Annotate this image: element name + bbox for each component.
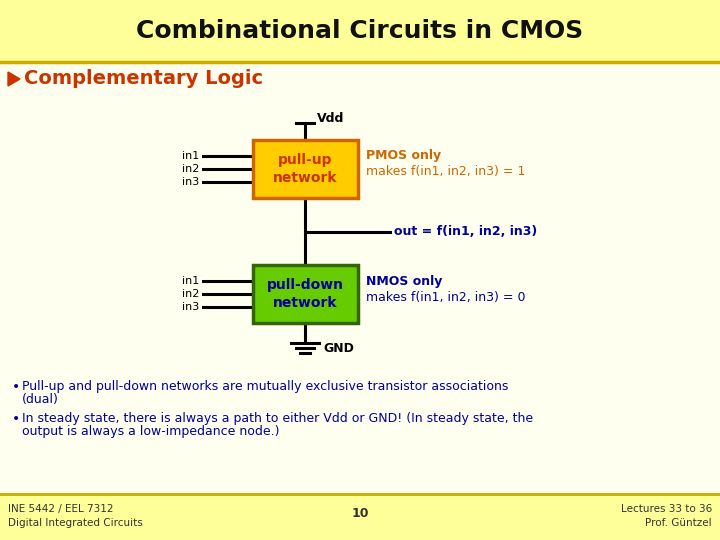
Text: in2: in2 (182, 289, 199, 299)
Text: PMOS only: PMOS only (366, 150, 441, 163)
Polygon shape (8, 72, 20, 86)
Text: In steady state, there is always a path to either Vdd or GND! (In steady state, : In steady state, there is always a path … (22, 412, 533, 425)
Text: pull-up
network: pull-up network (273, 153, 337, 185)
Text: Combinational Circuits in CMOS: Combinational Circuits in CMOS (136, 19, 584, 43)
Text: •: • (12, 380, 20, 394)
Text: Prof. Güntzel: Prof. Güntzel (645, 518, 712, 528)
Text: Complementary Logic: Complementary Logic (24, 70, 263, 89)
Bar (253, 140, 358, 198)
Text: makes f(in1, in2, in3) = 1: makes f(in1, in2, in3) = 1 (366, 165, 525, 179)
Text: NMOS only: NMOS only (366, 274, 442, 287)
Bar (253, 265, 358, 323)
Bar (0, 0, 720, 62)
Text: makes f(in1, in2, in3) = 0: makes f(in1, in2, in3) = 0 (366, 291, 525, 303)
Text: pull-down
network: pull-down network (266, 278, 343, 310)
Text: in3: in3 (182, 302, 199, 312)
Text: out = f(in1, in2, in3): out = f(in1, in2, in3) (394, 225, 537, 238)
Bar (0, 494, 720, 540)
Text: 10: 10 (351, 507, 369, 520)
Text: INE 5442 / EEL 7312: INE 5442 / EEL 7312 (8, 504, 114, 514)
Text: GND: GND (323, 341, 354, 354)
Text: in1: in1 (182, 276, 199, 286)
Text: Vdd: Vdd (317, 112, 344, 125)
Text: Lectures 33 to 36: Lectures 33 to 36 (621, 504, 712, 514)
Text: in1: in1 (182, 151, 199, 161)
Text: (dual): (dual) (22, 393, 59, 406)
Text: Digital Integrated Circuits: Digital Integrated Circuits (8, 518, 143, 528)
Text: in2: in2 (182, 164, 199, 174)
Text: in3: in3 (182, 177, 199, 187)
Text: •: • (12, 412, 20, 426)
Text: output is always a low-impedance node.): output is always a low-impedance node.) (22, 425, 279, 438)
Text: Pull-up and pull-down networks are mutually exclusive transistor associations: Pull-up and pull-down networks are mutua… (22, 380, 508, 393)
